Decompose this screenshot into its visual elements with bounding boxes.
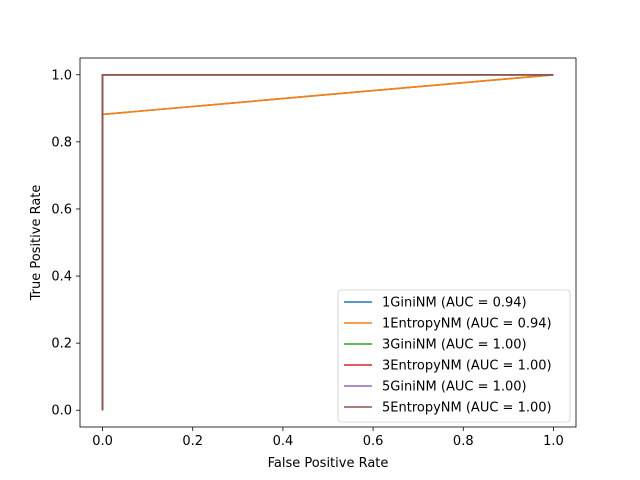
legend: 1GiniNM (AUC = 0.94) 1EntropyNM (AUC = 0.… bbox=[337, 289, 571, 423]
y-tick-label: 0.6 bbox=[51, 202, 72, 217]
y-tick-label: 1.0 bbox=[51, 68, 72, 83]
legend-label: 1GiniNM (AUC = 0.94) bbox=[382, 296, 527, 311]
x-tick-label: 0.4 bbox=[273, 434, 294, 449]
legend-label: 5EntropyNM (AUC = 1.00) bbox=[382, 401, 552, 416]
y-tick-label: 0.4 bbox=[51, 270, 72, 285]
x-tick-label: 0.6 bbox=[363, 434, 384, 449]
roc-curve-series bbox=[101, 74, 554, 411]
x-axis-ticks: 0.0 0.2 0.4 0.6 0.8 1.0 bbox=[92, 427, 564, 449]
x-axis-label: False Positive Rate bbox=[268, 456, 389, 471]
x-tick-label: 0.8 bbox=[453, 434, 474, 449]
legend-label: 3GiniNM (AUC = 1.00) bbox=[382, 338, 527, 353]
axes-frame bbox=[79, 57, 577, 428]
y-tick-label: 0.0 bbox=[51, 404, 72, 419]
x-tick-label: 0.2 bbox=[182, 434, 203, 449]
plot-lines bbox=[101, 74, 554, 411]
legend-label: 1EntropyNM (AUC = 0.94) bbox=[382, 317, 552, 332]
y-tick-label: 0.8 bbox=[51, 135, 72, 150]
x-tick-label: 1.0 bbox=[543, 434, 564, 449]
legend-label: 3EntropyNM (AUC = 1.00) bbox=[382, 359, 552, 374]
y-axis-label: True Positive Rate bbox=[29, 185, 44, 302]
legend-label: 5GiniNM (AUC = 1.00) bbox=[382, 380, 527, 395]
y-axis-ticks: 0.0 0.2 0.4 0.6 0.8 1.0 bbox=[51, 68, 80, 419]
y-tick-label: 0.2 bbox=[51, 337, 72, 352]
legend-box bbox=[337, 289, 571, 423]
x-tick-label: 0.0 bbox=[92, 434, 113, 449]
